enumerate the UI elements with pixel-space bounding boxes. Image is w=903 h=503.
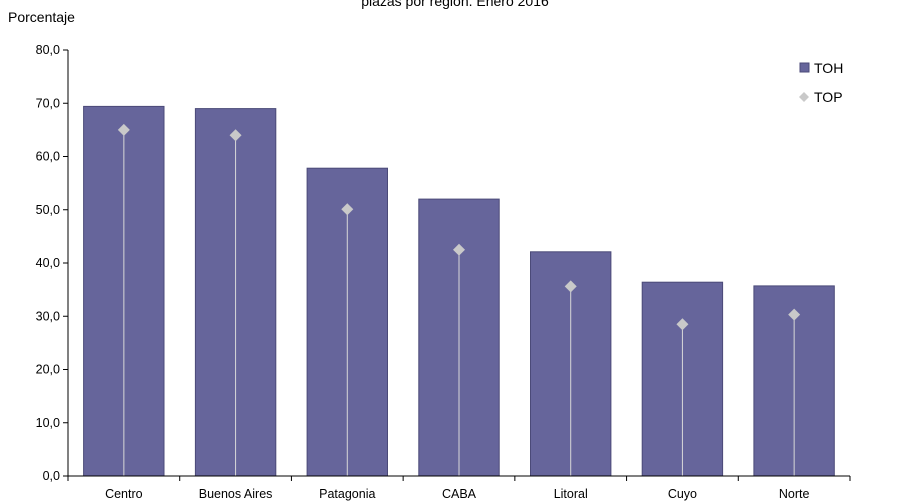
y-tick-label: 20,0 — [36, 363, 60, 377]
marker-buenos-aires — [229, 129, 242, 142]
y-tick-label: 30,0 — [36, 309, 60, 323]
marker-norte — [788, 308, 801, 321]
x-tick-label: Litoral — [554, 487, 588, 501]
y-tick-label: 70,0 — [36, 96, 60, 110]
marker-litoral — [564, 280, 577, 293]
y-tick-label: 0,0 — [43, 469, 60, 483]
marker-patagonia — [341, 203, 354, 216]
legend-label-toh: TOH — [814, 60, 843, 76]
marker-cuyo — [676, 318, 689, 331]
x-tick-label: Buenos Aires — [199, 487, 273, 501]
y-tick-label: 40,0 — [36, 256, 60, 270]
marker-caba — [453, 243, 465, 256]
y-tick-label: 80,0 — [36, 43, 60, 57]
x-tick-label: Cuyo — [668, 487, 697, 501]
marker-centro — [117, 123, 130, 136]
legend-swatch-top — [799, 92, 809, 102]
markers-group — [117, 123, 801, 476]
legend-swatch-toh — [799, 62, 810, 73]
y-tick-label: 50,0 — [36, 203, 60, 217]
x-tick-label: Patagonia — [319, 487, 375, 501]
x-tick-label: CABA — [442, 487, 477, 501]
y-tick-label: 60,0 — [36, 150, 60, 164]
x-tick-label: Centro — [105, 487, 143, 501]
legend: TOH TOP — [799, 60, 843, 105]
y-axis-label: Porcentaje — [8, 9, 75, 25]
legend-label-top: TOP — [814, 89, 843, 105]
axes-group: 0,0 10,0 20,0 30,0 40,0 50,0 60,0 70,0 80,0 Centr… — [36, 43, 851, 501]
x-tick-label: Norte — [779, 487, 810, 501]
chart-title: plazas por región. Enero 2016 — [361, 0, 549, 9]
y-tick-label: 10,0 — [36, 416, 60, 430]
